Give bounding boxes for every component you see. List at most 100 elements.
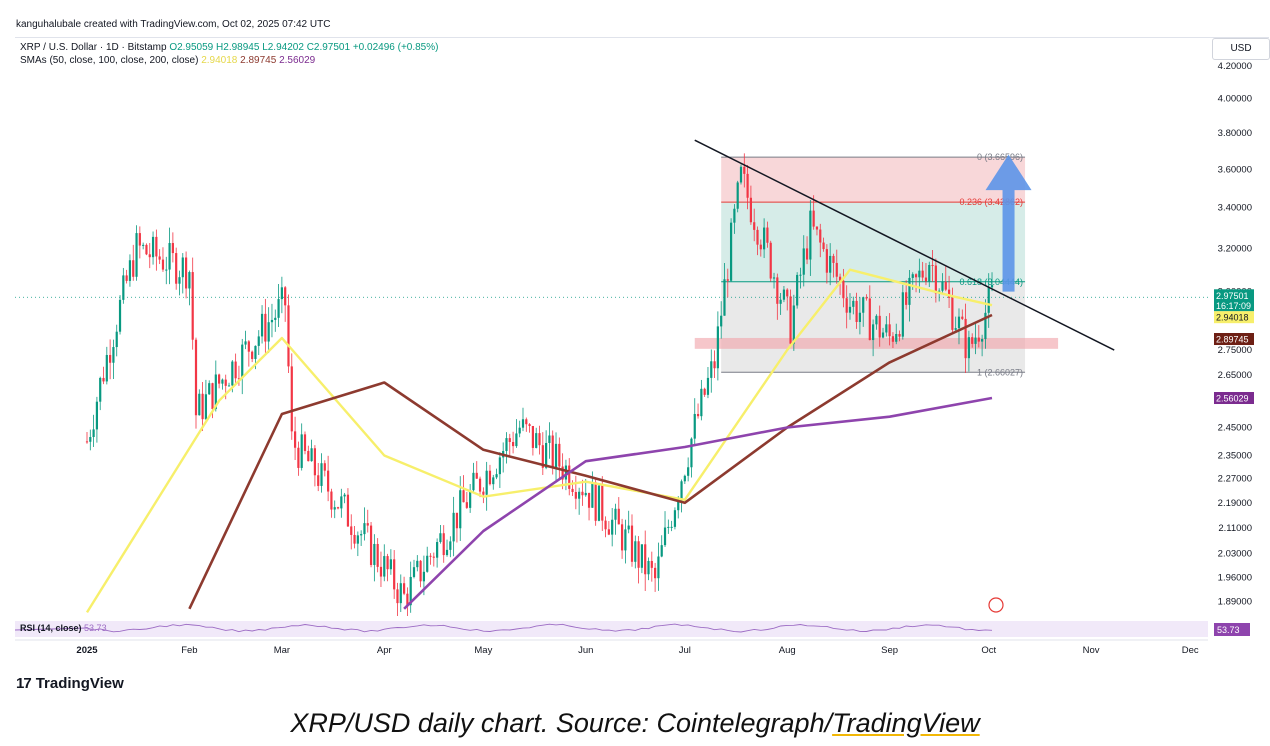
candle-body: [716, 326, 719, 369]
candle-body: [303, 434, 307, 451]
candle-body: [842, 280, 845, 299]
caption-text: XRP/USD daily chart. Source: Cointelegra…: [290, 708, 833, 738]
candle-body: [789, 296, 792, 344]
candle-body: [525, 419, 528, 425]
candle-body: [439, 533, 442, 543]
price-tag: [1214, 333, 1254, 346]
x-tick-label: Feb: [181, 645, 197, 656]
rsi-band: [15, 621, 1208, 637]
candle-body: [673, 510, 677, 527]
candle-body: [485, 470, 488, 495]
candle-body: [908, 277, 911, 305]
candle-body: [772, 277, 776, 279]
x-tick-label: Dec: [1182, 645, 1199, 656]
tradingview-logo[interactable]: 17 TradingView: [16, 675, 124, 692]
candle-body: [700, 388, 703, 417]
candle-body: [469, 490, 472, 508]
candle-body: [607, 529, 610, 535]
candle-body: [287, 305, 290, 367]
candle-body: [881, 332, 885, 338]
price-tag-label: 2.97501: [1216, 291, 1249, 301]
candle-body: [340, 496, 343, 509]
candle-body: [845, 298, 848, 313]
candle-body: [706, 377, 710, 395]
candle-body: [145, 244, 148, 255]
candle-body: [218, 374, 221, 384]
candle-body: [753, 222, 756, 230]
candle-body: [409, 576, 412, 606]
candle-body: [211, 383, 214, 410]
y-tick-label: 4.00000: [1218, 94, 1252, 105]
rsi-line: [14, 623, 993, 633]
candle-body: [990, 285, 994, 288]
candle-body: [498, 457, 501, 475]
candle-body: [591, 482, 594, 508]
candle-body: [482, 491, 485, 495]
tv-logo-icon: 17: [16, 675, 32, 692]
candle-body: [122, 275, 125, 300]
y-tick-label: 3.20000: [1218, 243, 1252, 254]
candle-body: [634, 541, 637, 562]
candle-body: [333, 507, 336, 510]
candle-body: [495, 474, 498, 478]
fib-zone-top: [721, 157, 1026, 203]
candle-body: [644, 544, 647, 575]
y-tick-label: 1.96000: [1218, 572, 1252, 583]
candle-body: [125, 275, 128, 281]
caption-link[interactable]: TradingView: [832, 708, 980, 738]
candle-body: [617, 508, 620, 525]
candle-body: [323, 463, 326, 471]
candle-body: [974, 337, 977, 344]
price-tag: [1214, 289, 1254, 312]
candle-body: [726, 279, 729, 281]
price-tag: [1214, 311, 1254, 324]
candle-body: [561, 466, 564, 480]
candle-body: [812, 210, 815, 227]
candle-body: [465, 502, 468, 508]
candle-body: [280, 287, 283, 300]
candle-body: [680, 481, 683, 501]
candle-body: [620, 524, 624, 551]
candle-body: [115, 331, 118, 348]
candle-body: [663, 527, 667, 546]
candle-body: [452, 512, 455, 542]
price-tag-label: 2.94018: [1216, 313, 1249, 323]
candle-body: [627, 525, 630, 530]
candle-body: [399, 583, 402, 604]
change-value: +0.02496 (+0.85%): [352, 42, 439, 53]
candle-body: [624, 529, 627, 551]
ohlc-legend: XRP / U.S. Dollar · 1D · Bitstamp O2.950…: [20, 42, 438, 53]
candle-body: [356, 535, 359, 544]
candle-body: [442, 533, 445, 556]
sma100-value: 2.89745: [240, 55, 277, 66]
price-tag-countdown: 16:17:09: [1216, 301, 1251, 311]
candle-body: [918, 270, 921, 278]
candle-body: [336, 507, 340, 509]
x-tick-label: Sep: [881, 645, 898, 656]
y-tick-label: 2.27000: [1218, 474, 1252, 485]
candle-body: [743, 166, 746, 174]
candle-body: [105, 354, 108, 382]
candle-body: [515, 433, 518, 447]
price-chart[interactable]: 4.20000 4.00000 3.80000 3.60000 3.40000 3.200…: [0, 0, 1270, 700]
candle-body: [148, 254, 151, 258]
candle-body: [419, 560, 422, 582]
candle-body: [838, 276, 842, 281]
candle-body: [720, 315, 723, 327]
x-tick-label: Aug: [779, 645, 796, 656]
y-tick-label: 2.35000: [1218, 451, 1252, 462]
logo-text: TradingView: [35, 675, 124, 692]
currency-selector[interactable]: USD: [1212, 38, 1270, 60]
candle-body: [822, 242, 825, 250]
candle-body: [327, 470, 330, 492]
descending-trendline: [694, 139, 1115, 351]
candle-body: [505, 438, 508, 452]
sma-legend: SMAs (50, close, 100, close, 200, close)…: [20, 55, 315, 66]
candle-body: [763, 227, 766, 250]
candle-body: [885, 324, 888, 333]
candle-body: [353, 534, 356, 544]
candle-body: [297, 447, 300, 468]
fib-level-label: 1 (2.66027): [977, 367, 1023, 377]
x-tick-label: Mar: [274, 645, 290, 656]
event-flag-icon: [988, 597, 1004, 613]
